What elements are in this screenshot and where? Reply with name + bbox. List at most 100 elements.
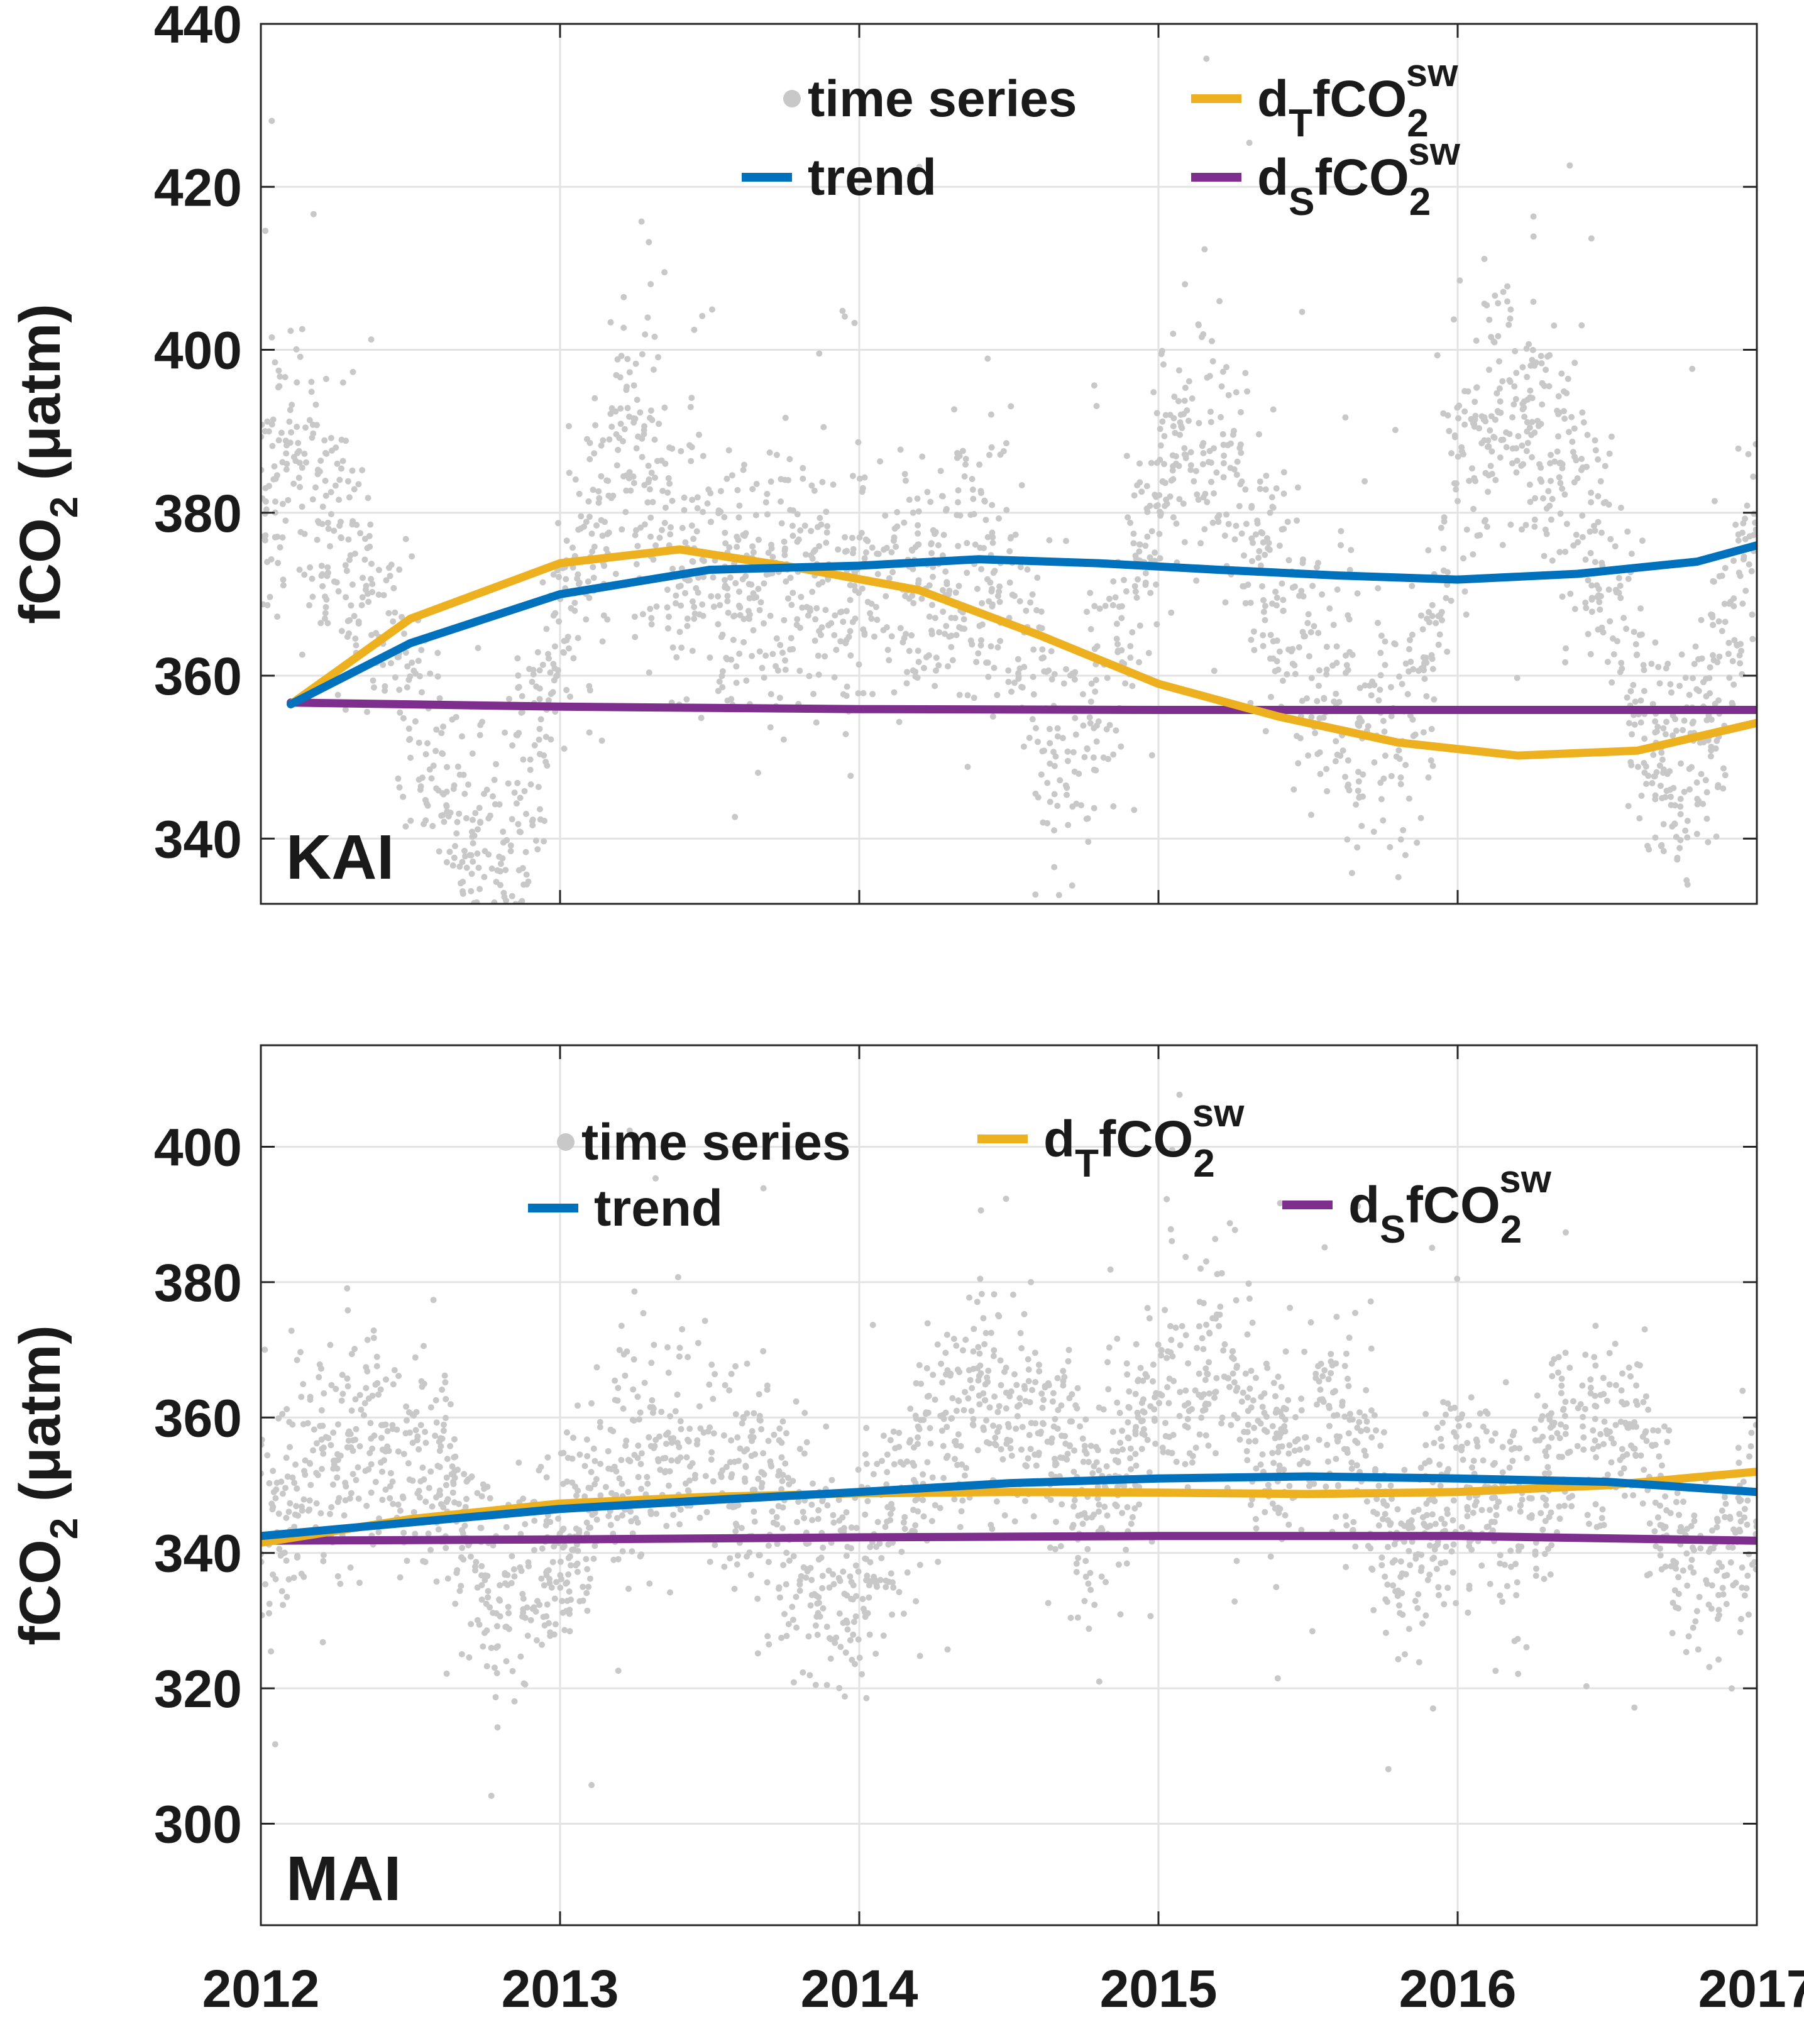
time-series-point [468,1553,474,1560]
time-series-point [755,769,761,776]
time-series-point [355,620,362,627]
time-series-point [1150,1378,1156,1385]
time-series-point [862,549,869,556]
time-series-point [1163,497,1170,503]
time-series-point [916,163,923,170]
time-series-point [1595,519,1602,525]
time-series-point [1354,844,1361,851]
time-series-point [1392,427,1399,434]
time-series-point [1737,1629,1744,1635]
time-series-point [896,1444,903,1451]
time-series-point [1422,1442,1429,1449]
time-series-point [1644,842,1651,849]
time-series-point [1637,605,1644,612]
time-series-point [914,1441,921,1448]
time-series-point [1146,1469,1153,1476]
time-series-point [1707,753,1714,760]
time-series-point [752,512,759,519]
y-axis-label: fCO2 (μatm) [8,304,86,624]
time-series-point [796,624,803,631]
time-series-point [578,513,585,520]
time-series-point [1086,1625,1092,1632]
time-series-point [1390,1582,1397,1589]
time-series-point [1159,478,1166,485]
time-series-point [1541,1576,1548,1583]
time-series-point [1395,874,1402,881]
time-series-point [759,1480,766,1486]
time-series-point [1157,426,1163,432]
time-series-point [1342,774,1348,780]
time-series-point [1448,450,1455,457]
time-series-point [524,1632,531,1639]
time-series-point [421,1476,427,1483]
time-series-point [369,581,376,588]
time-series-point [823,508,830,515]
time-series-point [1542,1403,1548,1409]
time-series-point [400,630,407,637]
time-series-point [321,615,328,622]
time-series-point [1557,510,1564,517]
time-series-point [1096,1404,1103,1411]
time-series-point [1114,1448,1121,1455]
time-series-point [1634,651,1641,658]
time-series-point [488,1644,495,1651]
time-series-point [1298,588,1305,595]
time-series-point [283,466,290,473]
time-series-point [507,848,514,855]
time-series-point [1461,421,1468,428]
time-series-point [285,1508,292,1515]
time-series-point [1741,553,1747,560]
time-series-point [272,1741,278,1748]
time-series-point [442,1379,449,1386]
time-series-point [1301,1434,1308,1441]
time-series-point [346,630,352,637]
time-series-point [1664,661,1671,668]
time-series-point [765,549,772,556]
time-series-point [1671,1587,1678,1594]
time-series-point [1164,1384,1171,1390]
time-series-point [906,595,913,602]
time-series-point [382,687,388,694]
time-series-point [351,486,358,493]
time-series-point [1008,403,1015,410]
time-series-point [920,1471,927,1478]
time-series-point [585,578,591,585]
time-series-point [404,1417,410,1424]
time-series-point [395,1373,402,1380]
time-series-point [384,1427,391,1434]
time-series-point [422,751,429,757]
time-series-point [1474,1443,1481,1450]
time-series-point [997,451,1004,458]
time-series-point [676,1353,683,1360]
time-series-point [1669,1600,1676,1607]
time-series-point [745,581,752,588]
time-series-point [1637,697,1644,704]
time-series-point [1702,777,1709,784]
time-series-point [948,615,955,621]
time-series-point [1273,1584,1280,1590]
time-series-point [1504,283,1511,290]
time-series-point [691,610,698,617]
time-series-point [584,1566,591,1573]
time-series-point [1715,618,1722,625]
time-series-point [1627,688,1634,695]
time-series-point [330,1429,337,1436]
time-series-point [550,612,557,619]
time-series-point [1264,1365,1271,1371]
time-series-point [1651,1528,1658,1535]
time-series-point [661,404,668,411]
time-series-point [1531,1426,1538,1432]
time-series-point [1471,1502,1478,1508]
time-series-point [1209,1315,1216,1322]
time-series-point [726,1387,733,1393]
time-series-point [623,487,630,494]
time-series-point [280,1602,287,1608]
time-series-point [852,1562,859,1569]
time-series-point [1748,568,1755,574]
time-series-point [363,1502,370,1509]
time-series-point [810,691,817,698]
time-series-point [1170,415,1177,422]
time-series-point [1450,1541,1457,1548]
time-series-point [1088,680,1095,687]
time-series-point [554,667,561,674]
